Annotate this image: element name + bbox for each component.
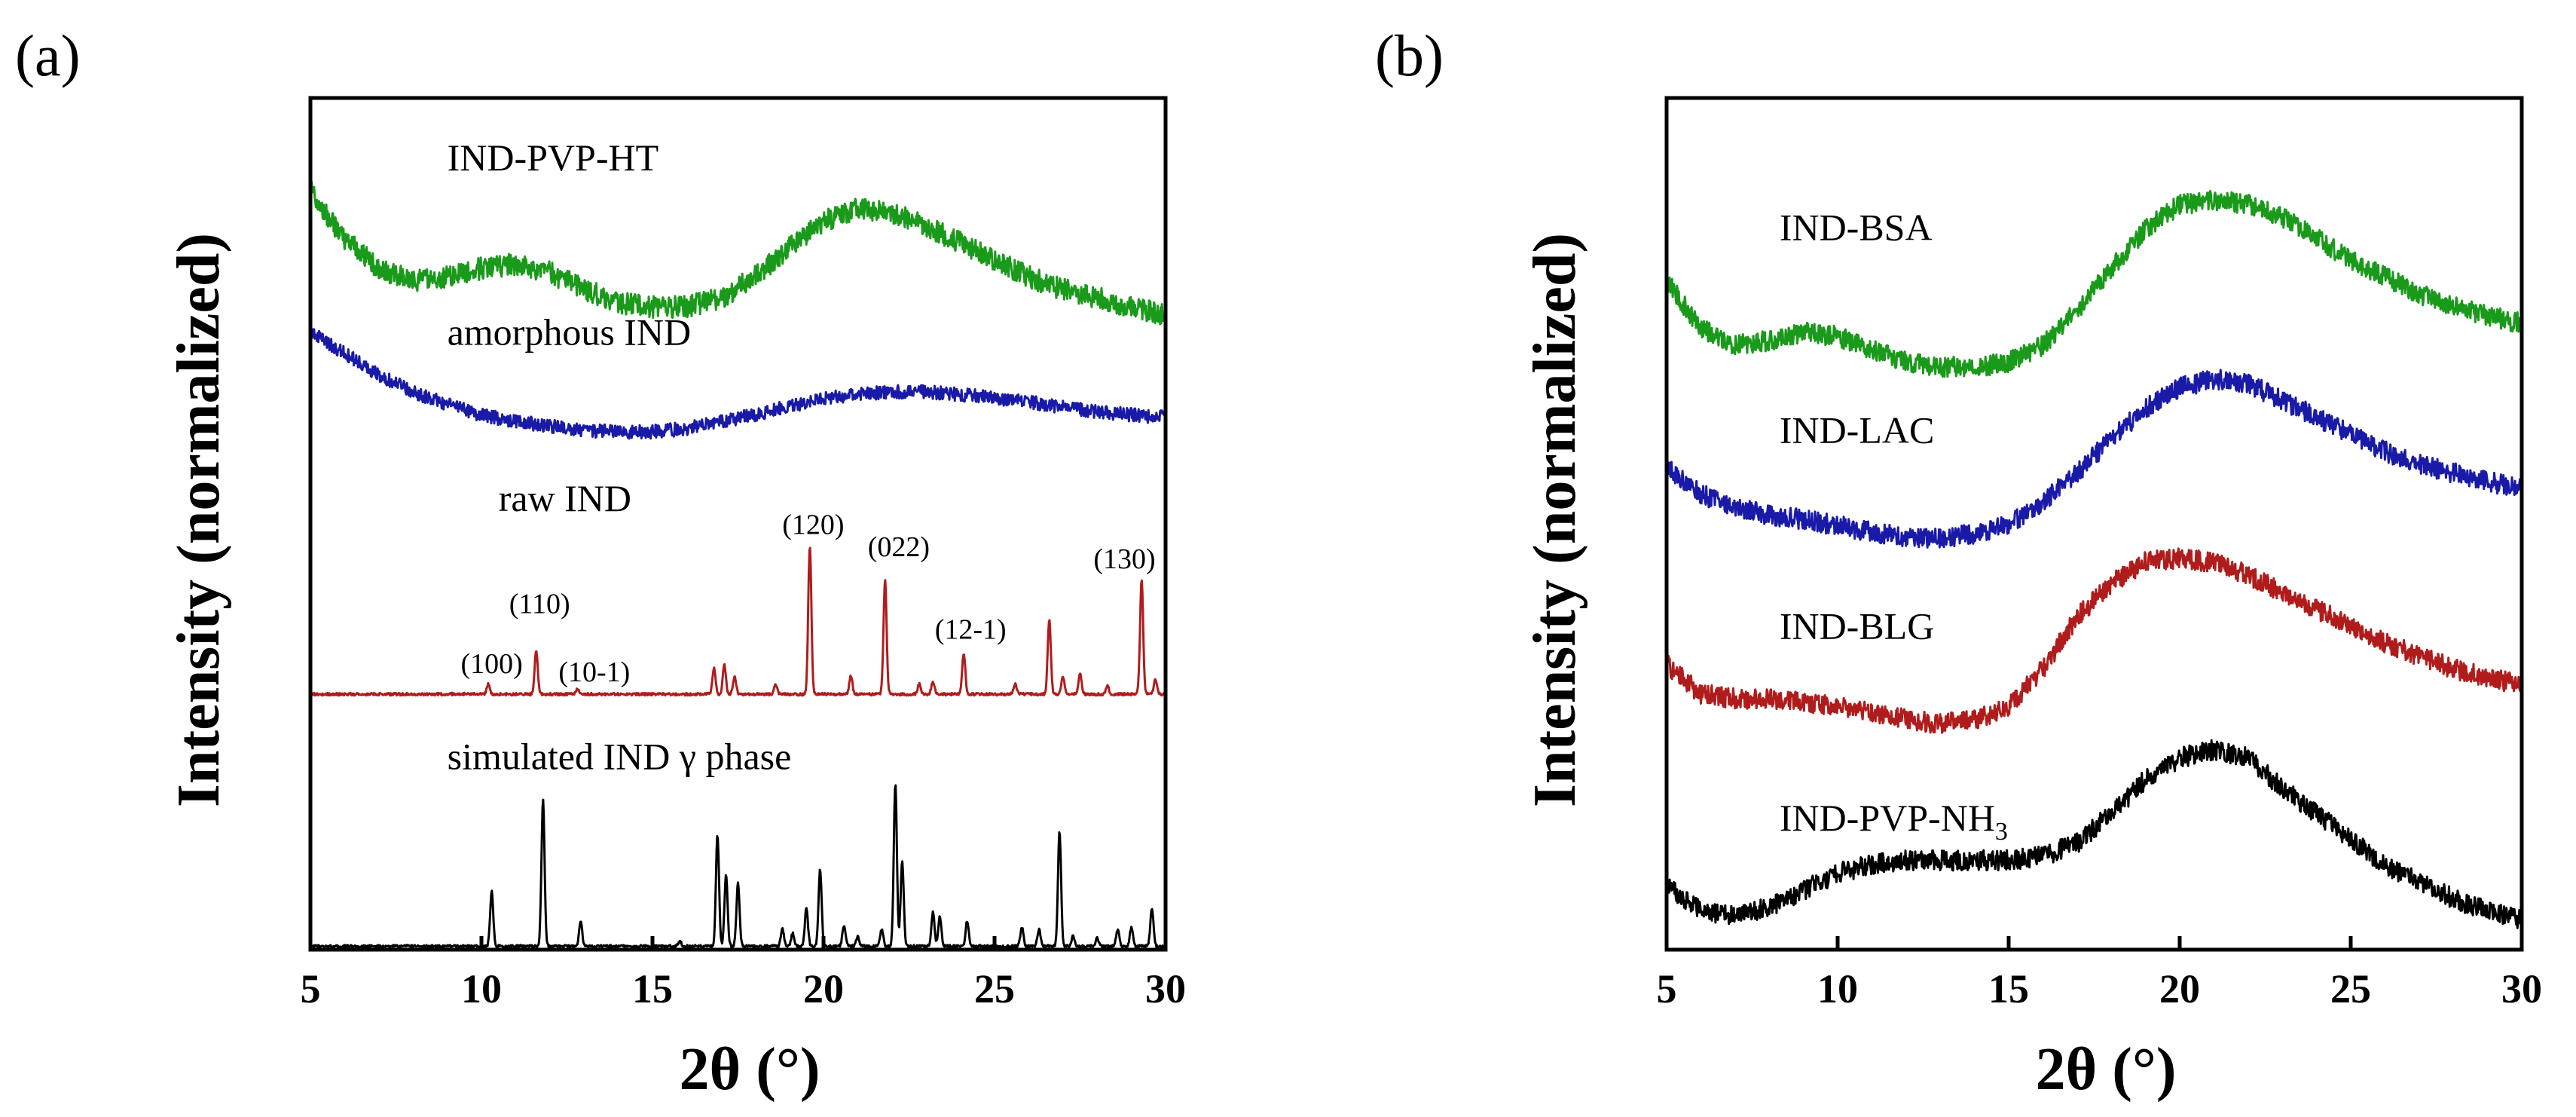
panel-a: (a) Intensity (normalized) 2θ (°) 5 10 15 2… — [15, 23, 1186, 1103]
panel-a-series-labels: IND-PVP-HT amorphous IND raw IND simulated … — [448, 136, 792, 777]
panel-b-label-ind-lac: IND-LAC — [1780, 409, 1935, 451]
panel-a-x-axis-title: 2θ (°) — [679, 1036, 820, 1103]
panel-a-trace-ind-pvp-ht — [309, 178, 1167, 326]
panel-a-x-tick-label: 15 — [632, 966, 673, 1011]
panel-b-traces — [1665, 190, 2523, 929]
panel-a-label-ind-pvp-ht: IND-PVP-HT — [448, 136, 659, 179]
panel-b-x-tick-label: 15 — [1988, 966, 2029, 1011]
panel-b-label-ind-bsa: IND-BSA — [1780, 207, 1933, 249]
panel-b-y-axis-title: Intensity (normalized) — [1522, 233, 1588, 807]
panel-a-x-tick-label: 30 — [1145, 966, 1186, 1011]
panel-b-x-tick-label: 20 — [2159, 966, 2200, 1011]
panel-b-x-tick-label: 25 — [2330, 966, 2371, 1011]
panel-a-label-simulated-ind-phase: simulated IND γ phase — [448, 735, 792, 777]
panel-b-x-axis-title: 2θ (°) — [2035, 1036, 2176, 1103]
panel-a-x-tick-label: 25 — [974, 966, 1015, 1011]
panel-a-tag: (a) — [15, 23, 81, 88]
panel-b-label-ind-pvp-nh3: IND-PVP-NH3 — [1780, 797, 2008, 846]
panel-a-peak-label-10-1: (10-1) — [558, 656, 630, 688]
panel-b-series-labels: IND-BSA IND-LAC IND-BLG IND-PVP-NH3 — [1780, 207, 2008, 846]
panel-b-trace-ind-lac — [1665, 369, 2523, 549]
panel-a-y-axis-title: Intensity (normalized) — [166, 233, 232, 807]
panel-a-trace-raw-ind — [309, 546, 1166, 697]
panel-a-x-ticks: 5 10 15 20 25 30 — [301, 936, 1186, 1011]
panel-a-peak-label-100: (100) — [460, 648, 522, 680]
panel-a-x-tick-label: 10 — [461, 966, 502, 1011]
panel-a-peak-label-110: (110) — [509, 589, 570, 620]
panel-b-trace-ind-blg — [1665, 547, 2523, 734]
panel-a-trace-simulated-ind-phase — [310, 784, 1166, 949]
panel-a-trace-amorphous-ind — [309, 328, 1167, 440]
panel-b-x-tick-label: 5 — [1657, 966, 1677, 1011]
panel-a-peak-label-120: (120) — [782, 510, 844, 541]
panel-b-x-ticks: 5 10 15 20 25 30 — [1657, 936, 2542, 1011]
panel-a-plot-frame — [308, 96, 1168, 952]
panel-a-peak-label-12-1: (12-1) — [935, 614, 1007, 646]
panel-a-peak-label-022: (022) — [868, 531, 930, 563]
panel-b-trace-ind-pvp-nh3 — [1665, 739, 2523, 929]
panel-b-x-tick-label: 30 — [2501, 966, 2542, 1011]
panel-a-peak-label-130: (130) — [1093, 543, 1155, 575]
panel-b-label-ind-blg: IND-BLG — [1780, 605, 1935, 647]
panel-a-x-tick-label: 5 — [301, 966, 321, 1011]
panel-b: (b) Intensity (normalized) 2θ (°) 5 10 15 2… — [1375, 23, 2542, 1103]
panel-a-label-amorphous-ind: amorphous IND — [448, 311, 692, 353]
panel-a-label-raw-ind: raw IND — [499, 477, 631, 519]
panel-b-trace-ind-bsa — [1665, 190, 2523, 378]
panel-b-plot-frame — [1664, 96, 2524, 952]
panel-a-x-tick-label: 20 — [803, 966, 844, 1011]
panel-a-traces — [309, 178, 1167, 949]
panel-b-tag: (b) — [1375, 23, 1444, 88]
panel-a-peak-labels: (100) (110) (10-1) (120) (022) (12-1) (130) — [460, 510, 1155, 688]
panel-b-x-tick-label: 10 — [1817, 966, 1858, 1011]
